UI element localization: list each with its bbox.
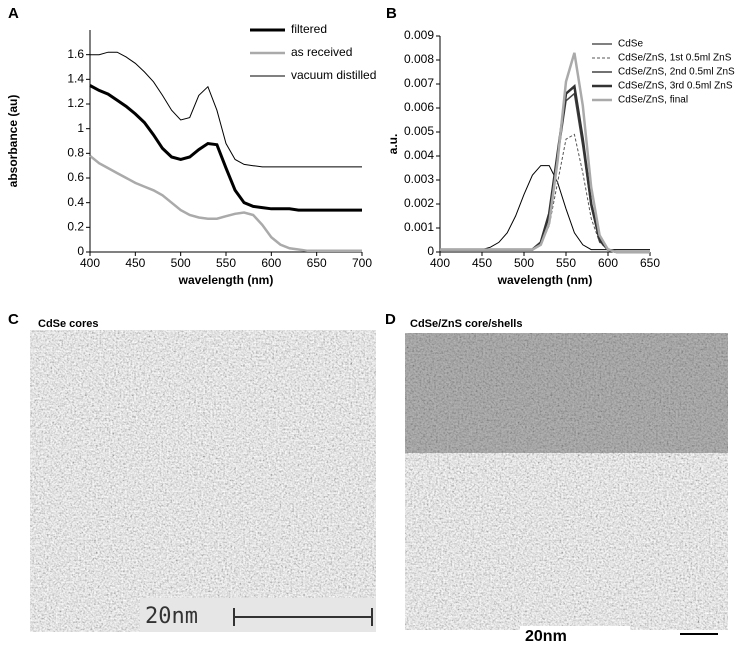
series-line [89, 84, 362, 212]
legend-label: filtered [291, 22, 327, 36]
legend-label: CdSe [618, 39, 643, 50]
y-tick-label: 0.004 [404, 148, 434, 162]
legend-label: CdSe/ZnS, final [618, 95, 688, 106]
legend-label: as received [291, 45, 352, 59]
image-title: CdSe/ZnS core/shells [410, 318, 522, 330]
y-tick-label: 0.6 [67, 170, 84, 184]
scale-label: 20nm [145, 604, 198, 629]
x-tick-label: 500 [514, 256, 534, 270]
y-tick-label: 0.2 [67, 220, 84, 234]
panel-letter: C [8, 311, 19, 328]
y-axis-label: absorbance (au) [6, 95, 20, 188]
legend-label: vacuum distilled [291, 68, 376, 82]
panel-letter: B [386, 5, 397, 22]
y-tick-label: 0.4 [67, 195, 84, 209]
legend-label: CdSe/ZnS, 2nd 0.5ml ZnS [618, 67, 735, 78]
x-tick-label: 500 [171, 256, 191, 270]
legend-label: CdSe/ZnS, 3rd 0.5ml ZnS [618, 81, 733, 92]
scale-box [140, 598, 376, 632]
y-tick-label: 1.4 [67, 72, 84, 86]
y-tick-label: 0.001 [404, 220, 434, 234]
series-line [440, 83, 650, 254]
panel-letter: D [385, 311, 396, 328]
y-tick-label: 1 [77, 121, 84, 135]
x-axis-label: wavelength (nm) [497, 273, 593, 287]
tem-image-d [405, 333, 728, 630]
panel-letter: A [8, 5, 19, 22]
x-tick-label: 650 [640, 256, 660, 270]
tem-shade [405, 333, 728, 453]
x-tick-label: 550 [556, 256, 576, 270]
y-tick-label: 0 [427, 244, 434, 258]
y-tick-label: 1.6 [67, 47, 84, 61]
x-tick-label: 450 [472, 256, 492, 270]
x-tick-label: 400 [80, 256, 100, 270]
y-axis-label: a.u. [386, 134, 400, 155]
y-tick-label: 0.002 [404, 196, 434, 210]
y-tick-label: 0.009 [404, 28, 434, 42]
x-tick-label: 600 [598, 256, 618, 270]
y-tick-label: 0 [77, 244, 84, 258]
x-tick-label: 550 [216, 256, 236, 270]
scale-box [520, 626, 630, 650]
scale-label: 20nm [525, 628, 567, 645]
y-tick-label: 0.003 [404, 172, 434, 186]
legend-label: CdSe/ZnS, 1st 0.5ml ZnS [618, 53, 732, 64]
x-tick-label: 650 [307, 256, 327, 270]
y-tick-label: 0.007 [404, 76, 434, 90]
tem-image-c [30, 330, 376, 632]
y-tick-label: 0.005 [404, 124, 434, 138]
series-line [440, 52, 650, 254]
y-tick-label: 0.008 [404, 52, 434, 66]
x-tick-label: 600 [261, 256, 281, 270]
image-title: CdSe cores [38, 318, 99, 330]
x-tick-label: 450 [125, 256, 145, 270]
y-tick-label: 0.8 [67, 146, 84, 160]
series-line [89, 154, 362, 253]
series-line [90, 51, 362, 168]
x-tick-label: 700 [352, 256, 372, 270]
y-tick-label: 0.006 [404, 100, 434, 114]
x-axis-label: wavelength (nm) [178, 273, 274, 287]
y-tick-label: 1.2 [67, 96, 84, 110]
x-tick-label: 400 [430, 256, 450, 270]
